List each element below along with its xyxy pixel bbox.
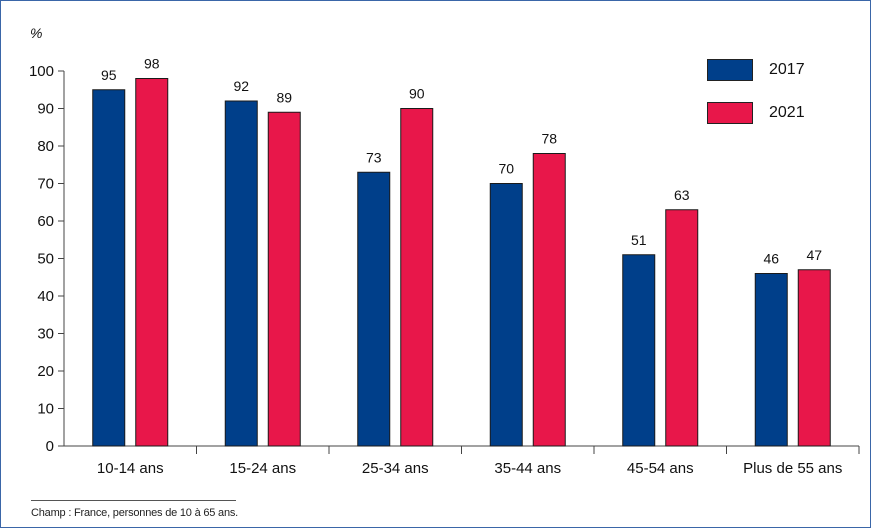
- data-label: 46: [763, 251, 779, 267]
- x-tick-label: 45-54 ans: [627, 460, 694, 477]
- y-tick-label: 10: [37, 401, 54, 418]
- y-tick-label: 80: [37, 138, 54, 155]
- y-tick-label: 20: [37, 363, 54, 380]
- y-tick-label: 70: [37, 176, 54, 193]
- x-tick-label: 35-44 ans: [494, 460, 561, 477]
- y-tick-label: 60: [37, 213, 54, 230]
- data-label: 95: [101, 67, 117, 83]
- bar-2017: [224, 100, 258, 447]
- y-tick-label: 90: [37, 101, 54, 118]
- footnote-divider: [31, 500, 236, 501]
- legend-item-2021: 2021: [707, 102, 847, 128]
- data-label: 73: [366, 149, 382, 165]
- legend-item-2017: 2017: [707, 59, 847, 85]
- x-tick-label: 10-14 ans: [97, 460, 164, 477]
- data-label: 90: [409, 86, 425, 102]
- bar-2017: [622, 254, 656, 447]
- data-label: 92: [233, 78, 249, 94]
- legend-swatch-2021: [707, 102, 753, 124]
- bar-2021: [797, 269, 831, 447]
- bar-2021: [532, 153, 566, 447]
- x-tick-label: Plus de 55 ans: [743, 460, 842, 477]
- y-unit-label: %: [30, 25, 43, 41]
- legend-swatch-2017: [707, 59, 753, 81]
- y-tick-label: 100: [29, 63, 54, 80]
- bar-2017: [92, 89, 126, 447]
- data-label: 51: [631, 232, 647, 248]
- bar-2017: [489, 183, 523, 447]
- x-tick-label: 15-24 ans: [229, 460, 296, 477]
- bar-2017: [357, 171, 391, 447]
- legend-label-2021: 2021: [769, 104, 805, 121]
- y-tick-label: 50: [37, 251, 54, 268]
- bar-2017: [754, 273, 788, 447]
- data-label: 63: [674, 187, 690, 203]
- bar-2021: [135, 78, 169, 447]
- data-label: 78: [541, 131, 557, 147]
- footnote: Champ : France, personnes de 10 à 65 ans…: [31, 507, 239, 519]
- y-tick-label: 40: [37, 288, 54, 305]
- data-label: 98: [144, 56, 160, 72]
- bar-2021: [400, 108, 434, 447]
- y-tick-label: 0: [46, 438, 54, 455]
- bar-2021: [267, 111, 301, 447]
- legend-label-2017: 2017: [769, 61, 805, 78]
- bar-2021: [665, 209, 699, 447]
- data-label: 47: [806, 247, 822, 263]
- data-label: 70: [498, 161, 514, 177]
- data-label: 89: [276, 89, 292, 105]
- x-tick-label: 25-34 ans: [362, 460, 429, 477]
- y-tick-label: 30: [37, 326, 54, 343]
